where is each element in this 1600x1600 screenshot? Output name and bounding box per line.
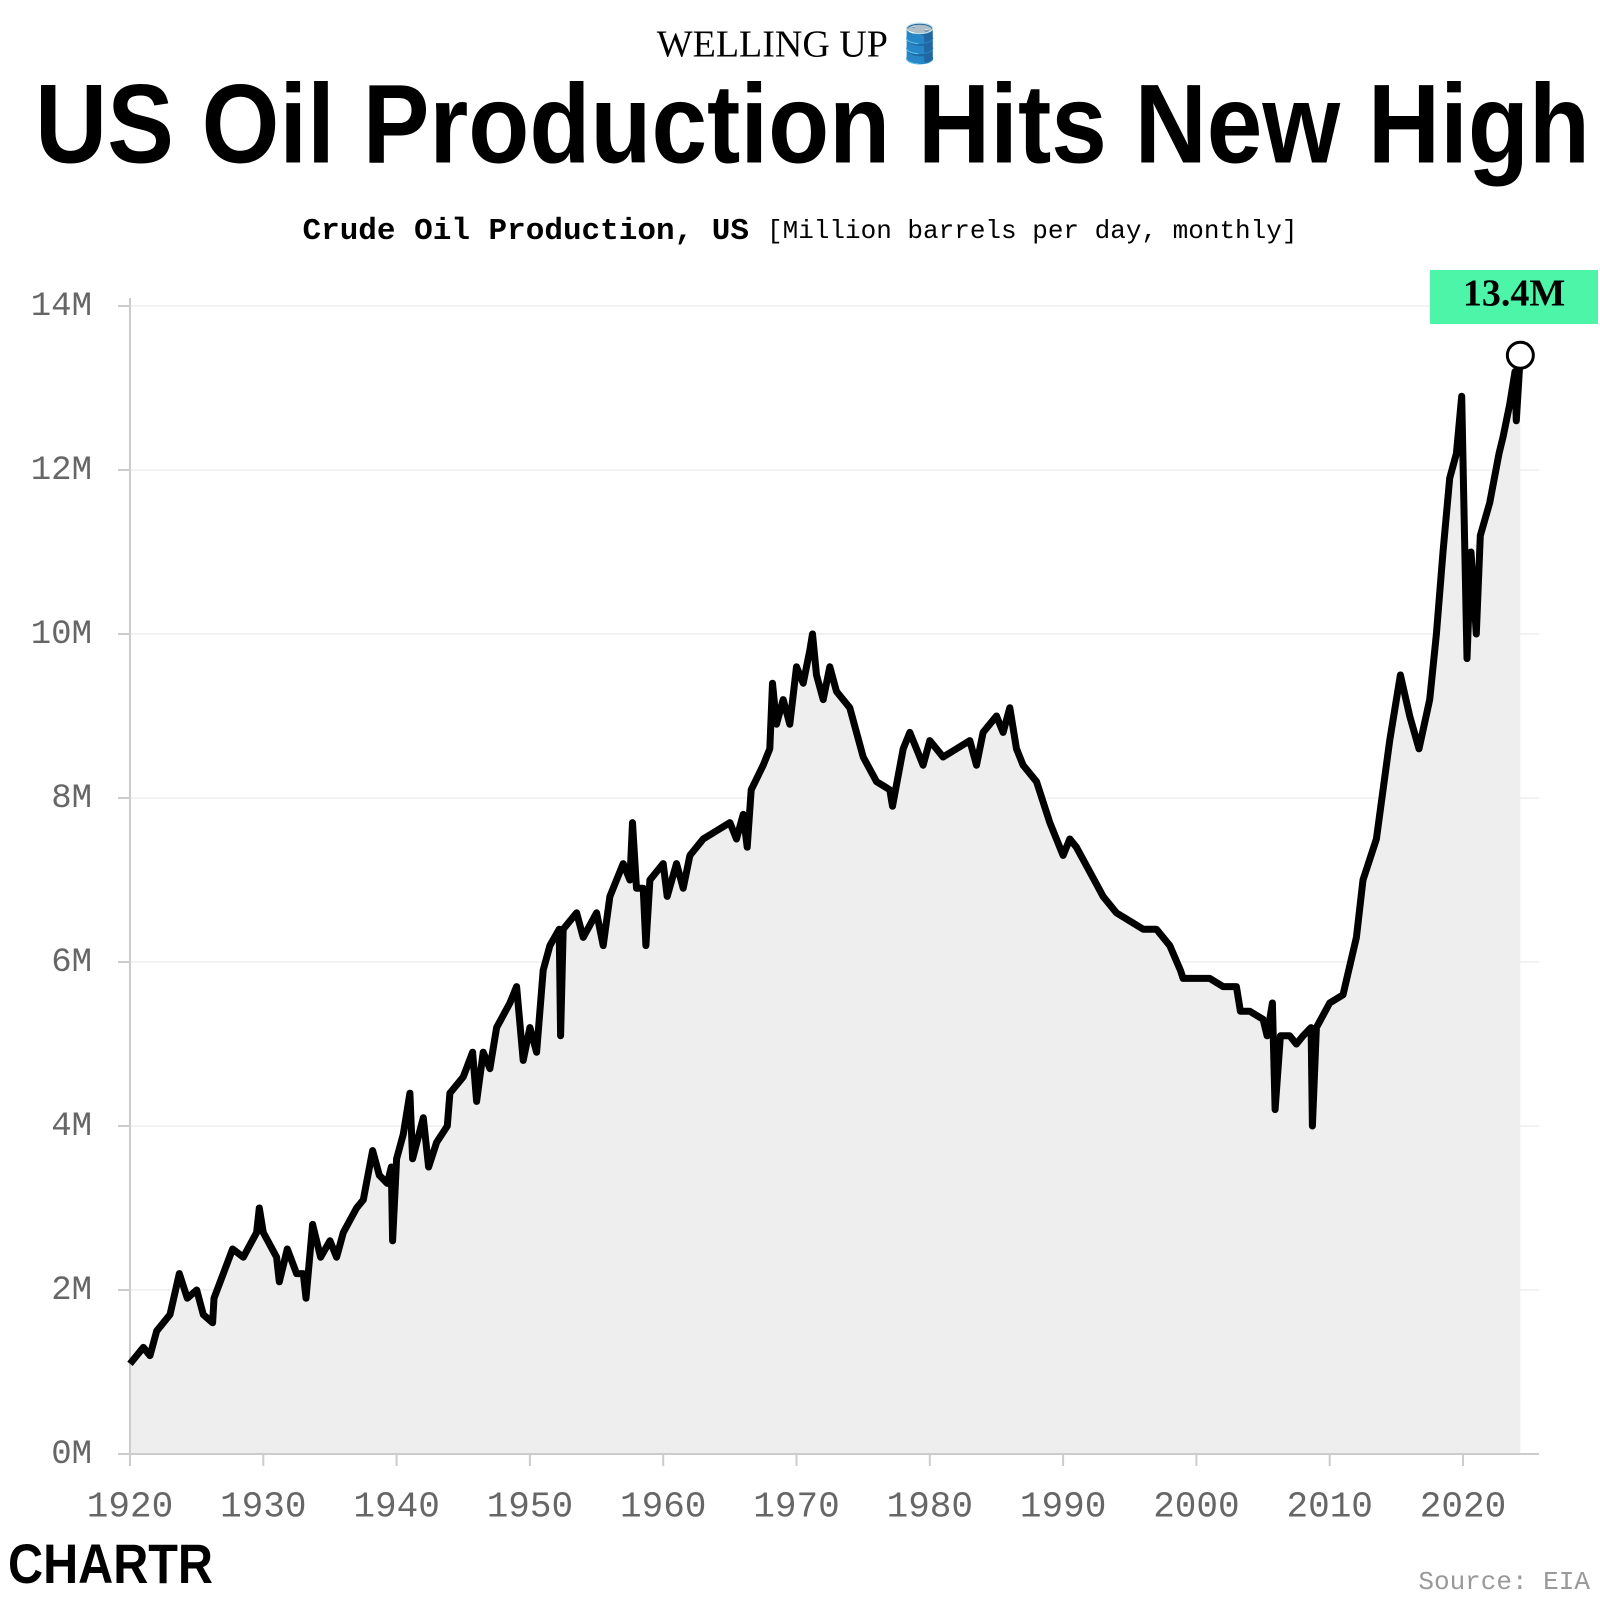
y-tick-label: 2M	[51, 1272, 92, 1310]
x-tick-label: 1970	[753, 1487, 839, 1528]
x-tick-label: 1950	[487, 1487, 573, 1528]
x-tick-label: 1930	[220, 1487, 306, 1528]
x-tick-label: 1940	[353, 1487, 439, 1528]
area	[130, 355, 1521, 1455]
unit-note: [Million barrels per day, monthly]	[767, 216, 1298, 246]
x-tick-label: 2010	[1287, 1487, 1373, 1528]
x-tick-label: 2020	[1420, 1487, 1506, 1528]
x-tick-label: 2000	[1153, 1487, 1239, 1528]
kicker: WELLING UP 🛢️	[657, 22, 944, 66]
source: Source: EIA	[1418, 1567, 1590, 1597]
y-tick-label: 6M	[51, 944, 92, 982]
x-tick-label: 1980	[887, 1487, 973, 1528]
x-tick-label: 1960	[620, 1487, 706, 1528]
y-tick-label: 12M	[31, 452, 92, 490]
end-label: 13.4M	[1463, 273, 1565, 315]
y-tick-label: 4M	[51, 1108, 92, 1146]
brand: CHARTR	[8, 1532, 213, 1595]
subtitle: Crude Oil Production, US	[303, 214, 749, 249]
y-tick-label: 8M	[51, 780, 92, 818]
y-tick-label: 10M	[31, 616, 92, 654]
chart-title: US Oil Production Hits New High	[35, 62, 1590, 187]
end-label-box	[1430, 270, 1598, 324]
subtitle-line: Crude Oil Production, US [Million barrels…	[303, 214, 1298, 249]
x-tick-label: 1990	[1020, 1487, 1106, 1528]
end-point	[1505, 340, 1535, 370]
x-tick-label: 1920	[87, 1487, 173, 1528]
y-tick-label: 14M	[31, 288, 92, 326]
line	[127, 354, 1524, 1367]
y-tick-label: 0M	[51, 1436, 92, 1474]
